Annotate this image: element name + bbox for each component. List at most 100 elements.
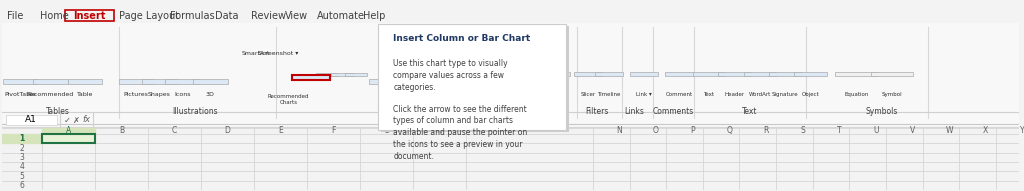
FancyBboxPatch shape	[6, 115, 56, 125]
FancyBboxPatch shape	[544, 72, 570, 76]
Text: Recommended
Charts: Recommended Charts	[268, 94, 309, 105]
Text: Q: Q	[726, 126, 732, 135]
Text: Comments: Comments	[652, 107, 694, 116]
Text: Line: Line	[513, 92, 524, 97]
Text: Symbols: Symbols	[865, 107, 898, 116]
FancyBboxPatch shape	[332, 73, 353, 76]
FancyBboxPatch shape	[769, 72, 802, 76]
FancyBboxPatch shape	[292, 75, 331, 80]
Text: Pictures: Pictures	[124, 92, 148, 97]
Text: 3D Map ▾: 3D Map ▾	[478, 92, 508, 97]
Text: Tours: Tours	[490, 107, 510, 116]
Text: Insert: Insert	[73, 11, 105, 21]
FancyBboxPatch shape	[193, 79, 227, 84]
FancyBboxPatch shape	[476, 79, 510, 84]
Text: N: N	[616, 126, 623, 135]
Text: Sparklines: Sparklines	[526, 107, 566, 116]
Text: File: File	[7, 11, 24, 21]
Bar	[2, 134, 42, 143]
Text: T: T	[837, 126, 842, 135]
Text: 4: 4	[19, 162, 25, 171]
Text: Insert Column or Bar Chart: Insert Column or Bar Chart	[393, 34, 530, 43]
FancyBboxPatch shape	[381, 26, 569, 132]
Text: 3D: 3D	[206, 92, 215, 97]
FancyBboxPatch shape	[595, 72, 624, 76]
Text: Comment: Comment	[666, 92, 693, 97]
Text: Symbol: Symbol	[882, 92, 902, 97]
Text: Column: Column	[527, 92, 549, 97]
FancyBboxPatch shape	[344, 73, 367, 76]
Text: ✓: ✓	[65, 116, 72, 125]
FancyBboxPatch shape	[68, 79, 102, 84]
Text: View: View	[285, 11, 307, 21]
Text: Timeline: Timeline	[597, 92, 621, 97]
Text: F: F	[331, 126, 336, 135]
Text: Page Layout: Page Layout	[119, 11, 179, 21]
FancyBboxPatch shape	[316, 73, 339, 76]
Text: C: C	[172, 126, 177, 135]
Text: Shapes: Shapes	[147, 92, 171, 97]
FancyBboxPatch shape	[378, 24, 566, 130]
Text: O: O	[653, 126, 658, 135]
Text: Filters: Filters	[586, 107, 608, 116]
Text: Use this chart type to visually
compare values across a few
categories.: Use this chart type to visually compare …	[393, 59, 508, 91]
Text: Text: Text	[703, 92, 715, 97]
Text: P: P	[690, 126, 695, 135]
Text: Maps: Maps	[380, 92, 396, 97]
Bar	[2, 112, 1019, 127]
Text: Data: Data	[215, 11, 239, 21]
FancyBboxPatch shape	[33, 79, 68, 84]
Text: Links: Links	[625, 107, 644, 116]
Text: Tables: Tables	[46, 107, 70, 116]
FancyBboxPatch shape	[666, 72, 693, 76]
FancyBboxPatch shape	[870, 72, 913, 76]
Text: Automate: Automate	[317, 11, 366, 21]
Text: Click the arrow to see the different
types of column and bar charts
available an: Click the arrow to see the different typ…	[393, 104, 527, 161]
Text: G: G	[383, 126, 389, 135]
Text: Recommended: Recommended	[27, 92, 74, 97]
FancyBboxPatch shape	[142, 79, 176, 84]
Text: Formulas: Formulas	[170, 11, 214, 21]
Text: PivotChart: PivotChart	[408, 92, 440, 97]
Text: Y: Y	[1020, 126, 1024, 135]
Text: 5: 5	[19, 172, 25, 181]
Bar	[42, 134, 95, 143]
Text: I: I	[490, 126, 494, 135]
FancyBboxPatch shape	[795, 72, 827, 76]
Text: Slicer: Slicer	[581, 92, 595, 97]
Text: S: S	[800, 126, 805, 135]
Text: B: B	[119, 126, 124, 135]
Text: Illustrations: Illustrations	[172, 107, 218, 116]
FancyBboxPatch shape	[404, 79, 443, 84]
Text: Signature: Signature	[772, 92, 799, 97]
Text: Screenshot ▾: Screenshot ▾	[258, 51, 298, 56]
FancyBboxPatch shape	[573, 72, 602, 76]
Text: Header: Header	[724, 92, 744, 97]
FancyBboxPatch shape	[166, 79, 200, 84]
FancyBboxPatch shape	[524, 72, 551, 76]
Text: SmartArt: SmartArt	[242, 51, 270, 56]
Text: Object: Object	[802, 92, 819, 97]
FancyBboxPatch shape	[692, 72, 725, 76]
Text: Equation: Equation	[844, 92, 868, 97]
Text: ✗: ✗	[73, 116, 80, 125]
Text: Charts: Charts	[381, 107, 407, 116]
Bar	[42, 128, 95, 134]
FancyBboxPatch shape	[506, 72, 531, 76]
Text: W: W	[945, 126, 953, 135]
Text: A1: A1	[26, 116, 37, 125]
Bar	[2, 134, 42, 190]
FancyBboxPatch shape	[3, 79, 37, 84]
Text: U: U	[873, 126, 879, 135]
Text: Icons: Icons	[174, 92, 191, 97]
Bar	[2, 128, 1019, 134]
Text: V: V	[909, 126, 915, 135]
FancyBboxPatch shape	[836, 72, 878, 76]
Text: 6: 6	[19, 181, 25, 190]
Text: 1: 1	[19, 134, 25, 143]
Bar	[2, 23, 1019, 124]
Text: Win/Loss: Win/Loss	[545, 92, 569, 97]
Bar	[2, 0, 1019, 23]
Text: Review: Review	[251, 11, 286, 21]
Text: 3: 3	[19, 153, 25, 162]
